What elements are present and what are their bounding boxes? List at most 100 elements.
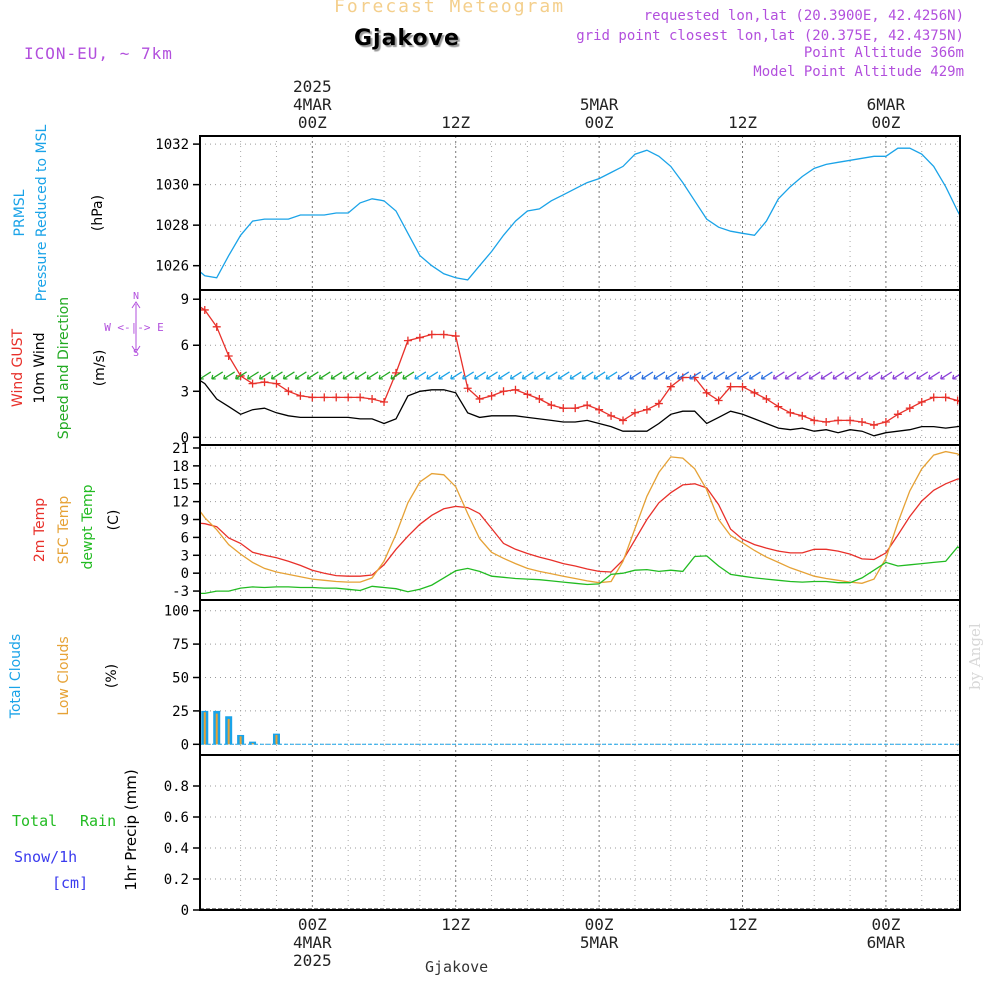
gust-marker <box>822 417 831 426</box>
gust-marker <box>260 378 269 387</box>
gust-marker <box>356 393 365 402</box>
wind-direction-arrow <box>832 371 845 380</box>
gust-marker <box>499 387 508 396</box>
wind-direction-arrow <box>736 371 749 380</box>
y-tick-label: 3 <box>181 384 189 400</box>
panel-frame <box>199 135 961 291</box>
panel-clouds: 0 25 50 75 100 <box>164 599 961 756</box>
gust-marker <box>332 393 341 402</box>
gust-marker <box>487 391 496 400</box>
gust-marker <box>284 387 293 396</box>
series-line-dewpt-temp <box>200 546 960 595</box>
plot-area-clouds <box>189 710 960 745</box>
y-tick-label: 50 <box>172 671 189 687</box>
total-clouds-bar <box>189 711 196 744</box>
wind-direction-arrow <box>235 371 247 380</box>
label-total: Total <box>12 812 57 830</box>
top-time-label: 2025 <box>293 77 332 96</box>
panel-precip: 0 0.2 0.4 0.6 0.8 <box>164 754 961 919</box>
low-clouds-bar <box>215 713 218 745</box>
gust-marker <box>403 336 412 345</box>
wind-direction-arrow <box>294 371 307 380</box>
y-tick-label: 6 <box>181 338 189 354</box>
wind-direction-arrow <box>916 371 929 380</box>
wind-direction-arrow <box>689 371 702 380</box>
bottom-time-label: 00Z <box>871 915 900 934</box>
wind-direction-arrow <box>366 371 379 380</box>
panel-wind: 0 3 6 9 <box>181 289 997 446</box>
wind-direction-arrow <box>509 371 522 380</box>
gust-marker <box>630 408 639 417</box>
wind-direction-arrow <box>438 371 451 380</box>
requested-coordinates: requested lon,lat (20.3900E, 42.4256N) <box>643 8 964 24</box>
bottom-time-label: 12Z <box>441 915 470 934</box>
plot-area-wind <box>200 305 997 437</box>
compass-west-east: W <-|-> E <box>104 321 164 334</box>
gust-marker <box>200 305 209 314</box>
gust-marker <box>571 404 580 413</box>
time-axis-labels: 20254MAR00Z12Z5MAR00Z12Z6MAR00Z12Z00Z4MA… <box>293 77 906 970</box>
chart-panels: 10261028103010320369-3036912151821025507… <box>8 124 997 919</box>
gust-marker <box>786 408 795 417</box>
point-altitude: Point Altitude 366m <box>803 45 964 61</box>
gust-marker <box>583 401 592 410</box>
gust-marker <box>846 416 855 425</box>
gust-marker <box>834 416 843 425</box>
wind-direction-arrow <box>772 371 785 380</box>
unit-clouds: (%) <box>104 664 120 688</box>
gust-marker <box>858 417 867 426</box>
gust-marker <box>953 396 960 405</box>
label-low-clouds: Low Clouds <box>56 636 72 715</box>
gust-marker <box>738 382 747 391</box>
series-line-2m-temp <box>200 478 960 577</box>
bottom-time-label: 00Z <box>585 915 614 934</box>
wind-direction-arrow <box>880 371 893 380</box>
wind-direction-arrow <box>282 371 295 380</box>
bottom-time-label: 6MAR <box>867 933 906 952</box>
wind-direction-arrow <box>617 371 630 380</box>
y-tick-label: 0 <box>181 430 189 446</box>
series-line-sfc-temp <box>200 450 960 584</box>
bottom-time-label: 12Z <box>728 915 757 934</box>
bottom-time-label: 2025 <box>293 951 332 970</box>
series-line-wind-gust <box>200 306 960 426</box>
gust-marker <box>642 405 651 414</box>
gust-marker <box>989 415 997 423</box>
wind-direction-arrow <box>497 371 510 380</box>
gust-marker <box>451 332 460 341</box>
gust-marker <box>296 391 305 400</box>
wind-direction-arrow <box>677 371 690 380</box>
label-sfc-temp: SFC Temp <box>56 496 72 565</box>
gust-marker <box>439 330 448 339</box>
y-tick-label: 0.2 <box>164 872 189 888</box>
wind-direction-arrow <box>808 371 821 380</box>
top-time-label: 5MAR <box>580 95 619 114</box>
wind-direction-arrow <box>856 371 869 380</box>
gust-marker <box>475 394 484 403</box>
model-point-altitude: Model Point Altitude 429m <box>753 64 964 80</box>
top-time-label: 00Z <box>298 113 327 132</box>
unit-precip: 1hr Precip (mm) <box>122 769 140 890</box>
label-dewpt-temp: dewpt Temp <box>80 484 96 569</box>
gust-marker <box>762 394 771 403</box>
compass-north: N <box>133 291 139 302</box>
gust-marker <box>427 330 436 339</box>
unit-pressure: (hPa) <box>90 195 106 231</box>
wind-direction-arrow <box>557 371 570 380</box>
y-tick-label: -3 <box>172 584 189 600</box>
unit-temperature: (C) <box>106 510 122 531</box>
wind-direction-arrow <box>200 371 212 380</box>
label-pressure-msl: Pressure Reduced to MSL <box>34 124 50 301</box>
gust-marker <box>714 396 723 405</box>
y-tick-label: 12 <box>172 495 189 511</box>
gust-marker <box>368 394 377 403</box>
wind-direction-arrow <box>593 371 606 380</box>
y-tick-label: 21 <box>172 441 189 457</box>
wind-direction-arrow <box>724 371 737 380</box>
y-tick-label: 9 <box>181 513 189 529</box>
wind-direction-arrow <box>784 371 797 380</box>
wind-direction-arrow <box>318 371 331 380</box>
wind-direction-arrow <box>521 371 534 380</box>
label-snow: Snow/1h <box>14 848 77 866</box>
label-prmsl: PRMSL <box>12 189 28 236</box>
